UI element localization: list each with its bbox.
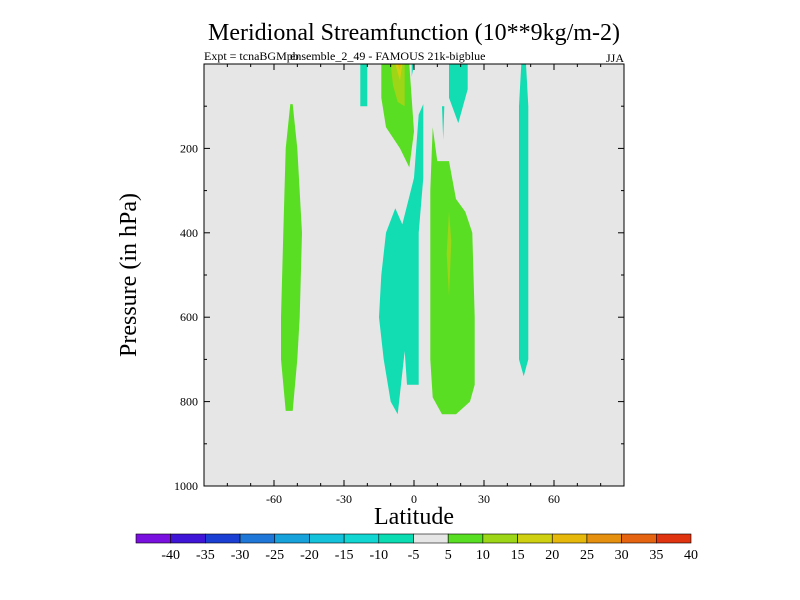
colorbar-swatch bbox=[621, 533, 657, 544]
colorbar-swatch bbox=[239, 533, 276, 544]
colorbar-swatch bbox=[309, 533, 345, 544]
colorbar-label: 25 bbox=[580, 548, 594, 563]
colorbar-label: 15 bbox=[511, 548, 525, 563]
colorbar-swatch bbox=[170, 533, 206, 544]
colorbar-swatch bbox=[586, 533, 622, 544]
colorbar-label: 30 bbox=[615, 548, 629, 563]
x-tick-label: 0 bbox=[411, 492, 417, 506]
contour-cell-48N bbox=[519, 64, 529, 377]
colorbar-label: 40 bbox=[684, 548, 698, 563]
colorbar-label: 35 bbox=[649, 548, 663, 563]
contour-regions bbox=[281, 64, 529, 415]
colorbar-swatch bbox=[378, 533, 414, 544]
contour-cell-topneg-d bbox=[442, 106, 445, 140]
y-tick-label: 1000 bbox=[174, 479, 198, 493]
contour-cell-topneg-b bbox=[411, 64, 414, 77]
x-tick-label: -30 bbox=[336, 492, 352, 506]
axis-ticks: -60 -30 0 30 60 200 400 600 800 1000 bbox=[174, 64, 625, 506]
y-tick-label: 600 bbox=[180, 310, 198, 324]
chart-subtitle-left: Expt = tcnaBGMpb bbox=[204, 49, 299, 63]
contour-cell-topneg-c bbox=[449, 64, 468, 124]
colorbar-label: 5 bbox=[445, 548, 452, 563]
colorbar-swatch bbox=[274, 533, 310, 544]
contour-cell-10S-max bbox=[397, 64, 402, 71]
y-tick-label: 400 bbox=[180, 226, 198, 240]
contour-cell-10S-upper bbox=[381, 64, 414, 168]
colorbar-label: -40 bbox=[161, 548, 180, 563]
colorbar-swatch bbox=[551, 533, 588, 544]
colorbar-swatch bbox=[482, 533, 518, 544]
colorbar-swatch bbox=[413, 533, 449, 544]
colorbar-swatch bbox=[135, 533, 171, 544]
colorbar-label: -35 bbox=[196, 548, 215, 563]
chart-title: Meridional Streamfunction (10**9kg/m-2) bbox=[208, 20, 620, 46]
contour-cell-15N-core bbox=[446, 211, 452, 297]
x-tick-label: 60 bbox=[548, 492, 560, 506]
contour-cell-10S-peak bbox=[395, 64, 403, 81]
contour-cell-topneg-a bbox=[360, 64, 368, 107]
season-label: JJA bbox=[606, 51, 624, 65]
colorbar-swatch bbox=[517, 533, 553, 544]
colorbar-label: -25 bbox=[265, 548, 284, 563]
colorbar-label: 10 bbox=[476, 548, 490, 563]
colorbar-swatch bbox=[205, 533, 241, 544]
colorbar-label: -30 bbox=[231, 548, 250, 563]
contour-cell-10S-core bbox=[390, 64, 405, 107]
colorbar-label: -5 bbox=[408, 548, 420, 563]
colorbar-label: -15 bbox=[335, 548, 354, 563]
contour-cell-equator-neg bbox=[379, 104, 424, 415]
colorbar-label: -10 bbox=[369, 548, 388, 563]
colorbar-swatch bbox=[447, 533, 484, 544]
contour-cell-15N bbox=[430, 127, 475, 415]
y-axis-label: Pressure (in hPa) bbox=[116, 193, 142, 357]
colorbar-label: -20 bbox=[300, 548, 319, 563]
colorbar-swatch bbox=[656, 533, 692, 544]
y-tick-label: 800 bbox=[180, 395, 198, 409]
colorbar-label: 20 bbox=[545, 548, 559, 563]
x-axis-label: Latitude bbox=[374, 504, 454, 530]
x-tick-label: -60 bbox=[266, 492, 282, 506]
colorbar-swatch bbox=[343, 533, 380, 544]
chart-subtitle-overlay: ensemble_2_49 - FAMOUS 21k-bigblue bbox=[290, 49, 485, 63]
contour-cell-55S bbox=[281, 104, 302, 411]
x-tick-label: 30 bbox=[478, 492, 490, 506]
y-tick-label: 200 bbox=[180, 141, 198, 155]
colorbar: -40 -35 -30 -25 -20 -15 -10 -5 5 10 15 20 25 30 35 40 bbox=[135, 533, 698, 563]
